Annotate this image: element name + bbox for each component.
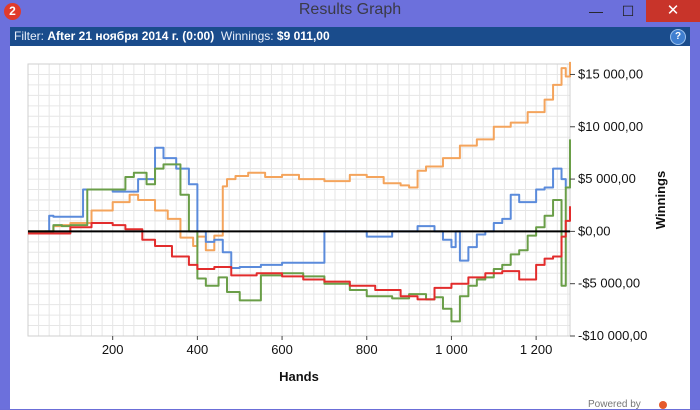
filter-value: After 21 ноября 2014 г. (0:00) bbox=[47, 29, 215, 43]
series-line-2 bbox=[28, 146, 571, 269]
x-tick-label: 1 200 bbox=[520, 342, 553, 357]
x-tick-label: 1 000 bbox=[435, 342, 468, 357]
series-line-3 bbox=[28, 139, 571, 323]
series-line-4 bbox=[28, 206, 571, 301]
close-button[interactable]: ✕ bbox=[646, 0, 700, 22]
y-axis-label: Winnings bbox=[653, 171, 668, 229]
y-tick-label: -$5 000,00 bbox=[578, 276, 640, 291]
maximize-button[interactable]: ☐ bbox=[621, 3, 635, 19]
x-tick-label: 200 bbox=[102, 342, 124, 357]
graph-panel: 200 400 600 800 1 000 1 200 $15 000,00 $10 000,… bbox=[10, 46, 690, 409]
y-tick-label: $15 000,00 bbox=[578, 66, 643, 81]
app-icon: 2 bbox=[4, 3, 21, 20]
y-tick-label: $0,00 bbox=[578, 223, 611, 238]
series-line-1 bbox=[28, 61, 571, 252]
x-tick-label: 400 bbox=[187, 342, 209, 357]
y-tick-label: $5 000,00 bbox=[578, 171, 636, 186]
powered-by-logo-icon bbox=[659, 401, 667, 409]
window-title: Results Graph bbox=[298, 1, 402, 18]
title-bar[interactable]: 2 Results Graph — ☐ ✕ bbox=[0, 0, 700, 26]
window-border bbox=[0, 26, 10, 409]
y-tick-label: -$10 000,00 bbox=[578, 328, 647, 343]
powered-by-text: Powered by bbox=[588, 399, 641, 410]
x-tick-label: 800 bbox=[356, 342, 378, 357]
filter-label: Filter: bbox=[14, 29, 44, 43]
winnings-value: $9 011,00 bbox=[276, 29, 330, 43]
plot-area-border bbox=[27, 63, 571, 337]
x-tick-label: 600 bbox=[271, 342, 293, 357]
x-axis-label: Hands bbox=[279, 369, 319, 384]
help-icon[interactable]: ? bbox=[670, 29, 686, 45]
minimize-button[interactable]: — bbox=[589, 3, 603, 19]
winnings-label: Winnings: bbox=[220, 29, 274, 43]
filter-bar: Filter: After 21 ноября 2014 г. (0:00) W… bbox=[10, 27, 690, 46]
results-chart: 200 400 600 800 1 000 1 200 $15 000,00 $10 000,… bbox=[27, 61, 668, 384]
y-tick-label: $10 000,00 bbox=[578, 119, 643, 134]
